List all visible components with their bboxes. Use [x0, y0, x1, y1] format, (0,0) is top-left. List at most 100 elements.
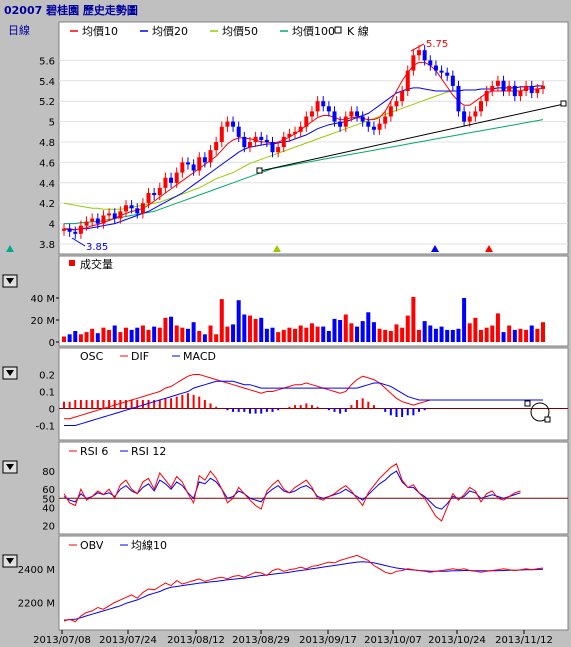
candle-body [445, 72, 450, 76]
volume-bar [524, 329, 529, 342]
candle-body [135, 208, 140, 214]
rsi-y-tick: 40 [42, 503, 55, 514]
candle-body [118, 211, 123, 219]
candle-body [208, 150, 213, 163]
obv-line [63, 554, 544, 623]
volume-bar [405, 315, 410, 342]
chevron-down-icon [6, 278, 14, 284]
volume-bar [208, 325, 213, 342]
volume-bar [146, 329, 151, 342]
volume-bar [360, 321, 365, 342]
volume-bar [101, 327, 106, 342]
candle-body [264, 139, 269, 142]
candle-body [349, 111, 354, 117]
signal-triangle-2 [431, 245, 439, 252]
volume-bar [456, 328, 461, 342]
candle-body [101, 215, 106, 224]
legend-dif: DIF [131, 350, 149, 363]
legend-obv-ma: 均線10 [131, 538, 167, 552]
volume-bar [479, 329, 484, 342]
volume-bar [343, 314, 348, 342]
candle-body [253, 136, 258, 142]
annotation-high-pointer [410, 43, 425, 52]
candle-body [219, 126, 224, 142]
macd-y-tick: 0.2 [39, 371, 55, 382]
candle-body [332, 111, 337, 122]
candle-body [146, 193, 151, 204]
volume-bar [315, 326, 320, 342]
candle-body [67, 228, 72, 232]
volume-bar [276, 332, 281, 342]
candle-body [169, 177, 174, 183]
volume-bar [467, 323, 472, 342]
volume-bar [512, 329, 517, 342]
volume-bar [355, 326, 360, 342]
volume-bar [428, 325, 433, 342]
candle-body [140, 203, 145, 214]
volume-bar [298, 325, 303, 342]
chevron-down-icon [6, 558, 14, 564]
legend-label-2: 均價50 [222, 24, 258, 38]
volume-bar [349, 323, 354, 342]
candle-body [281, 136, 286, 148]
volume-y-tick: 20 M [30, 316, 55, 327]
candle-body [462, 111, 467, 122]
volume-bar [95, 333, 100, 342]
volume-bar [326, 331, 331, 342]
candle-body [174, 172, 179, 183]
volume-bar [321, 326, 326, 342]
signal-triangle-1 [273, 245, 281, 252]
volume-bar [73, 331, 78, 342]
legend-label-1: 均價20 [152, 24, 188, 38]
candle-body [383, 116, 388, 124]
volume-bar [135, 327, 140, 342]
rsi-y-tick: 20 [42, 521, 55, 532]
volume-bar [518, 328, 523, 342]
candle-body [78, 225, 83, 234]
volume-bar [366, 312, 371, 342]
y-tick-label: 5.6 [39, 56, 55, 67]
candle-body [90, 218, 95, 222]
volume-bar [112, 325, 117, 342]
volume-bar [371, 322, 376, 342]
legend-obv: OBV [80, 539, 104, 552]
candle-body [343, 116, 348, 127]
volume-bar [185, 328, 190, 342]
volume-bar [236, 300, 241, 342]
volume-bar [157, 327, 162, 342]
candle-body [304, 116, 309, 127]
legend-rsi12: RSI 12 [131, 445, 166, 458]
candle-body [338, 121, 343, 127]
volume-bar [219, 299, 224, 342]
legend-rsi6: RSI 6 [80, 445, 108, 458]
annotation-low-pointer [71, 237, 86, 247]
legend-label-3: 均價100 [292, 24, 335, 38]
annotation-high: 5.75 [426, 39, 448, 50]
candle-body [479, 101, 484, 112]
annotation-low: 3.85 [86, 242, 108, 253]
legend-label-0: 均價10 [82, 24, 118, 38]
macd-line [64, 380, 543, 426]
candle-body [366, 121, 371, 127]
candle-body [501, 80, 506, 91]
y-tick-label: 5.4 [39, 77, 55, 88]
volume-bar [247, 315, 252, 342]
volume-bar [535, 328, 540, 342]
volume-bar [293, 328, 298, 342]
x-tick-date: 2013/08/29 [232, 635, 290, 646]
candle-body [355, 111, 360, 117]
obv-y-tick: 2200 M [18, 598, 55, 609]
volume-bar [231, 324, 236, 342]
candle-body [107, 213, 112, 216]
candle-body [507, 85, 512, 91]
volume-bar [174, 325, 179, 342]
volume-bar [388, 331, 393, 342]
candle-body [411, 55, 416, 71]
volume-bar [394, 324, 399, 342]
candle-body [439, 70, 444, 73]
volume-bar [304, 327, 309, 342]
candle-body [377, 123, 382, 130]
x-tick-date: 2013/10/24 [428, 635, 486, 646]
candle-body [270, 142, 275, 153]
rsi12-line [63, 470, 521, 510]
